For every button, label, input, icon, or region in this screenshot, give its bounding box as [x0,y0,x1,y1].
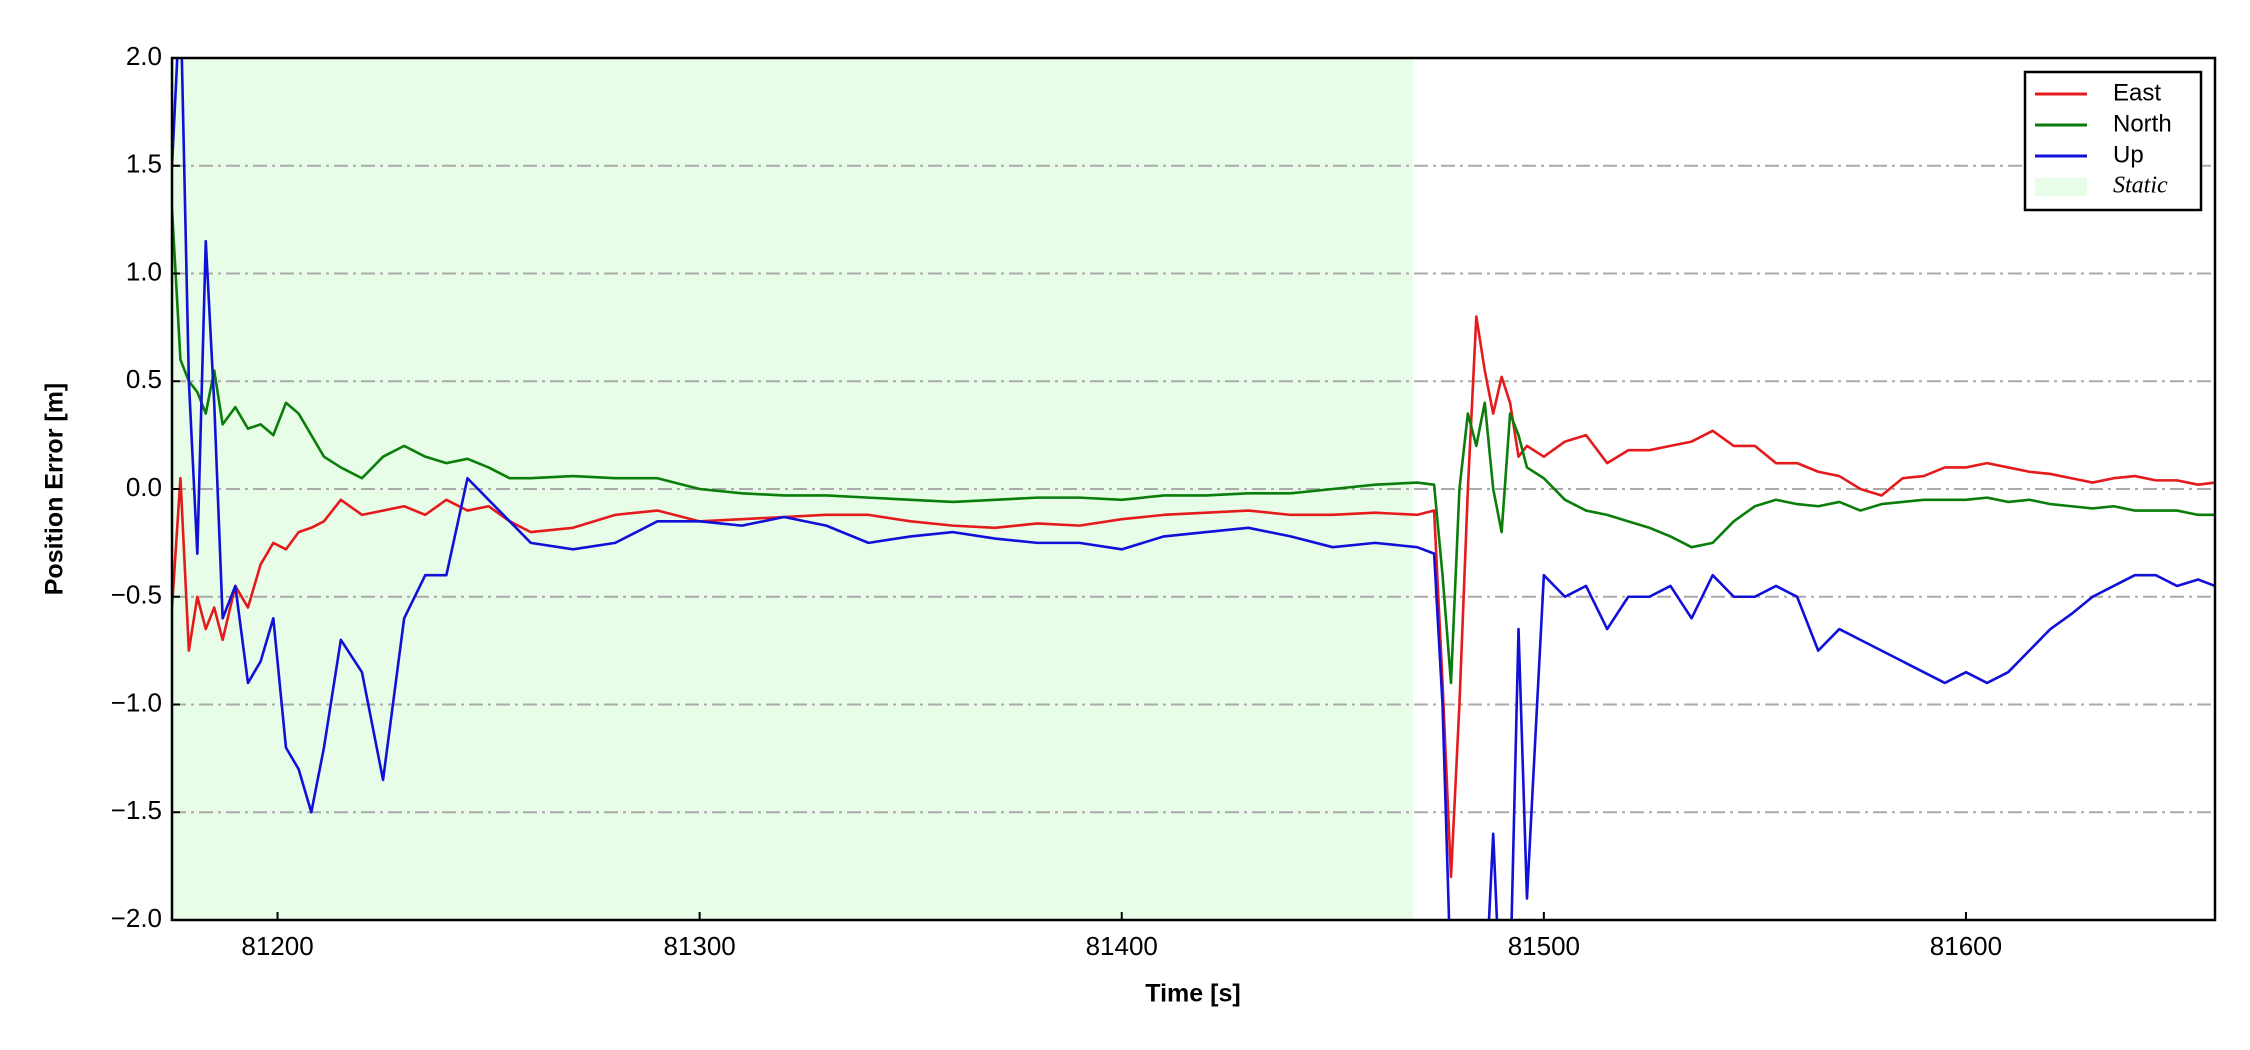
series-line [172,315,2215,879]
legend-label: East [2113,79,2161,106]
x-tick-label: 81500 [1508,931,1580,961]
y-tick-label: −1.0 [111,687,162,717]
x-axis-label: Time [s] [1145,980,1240,1008]
x-tick-label: 81200 [241,931,313,961]
x-tick-label: 81600 [1930,931,2002,961]
x-tick-label: 81400 [1086,931,1158,961]
legend-label: Static [2113,173,2168,199]
plot-frame [170,56,2217,922]
y-axis-label: Position Error [m] [41,383,69,596]
axes: −2.0 −1.5 −1.0 −0.5 0.0 0.5 1.0 1.5 2.0 81200 8130… [111,41,2217,961]
y-tick-label: −0.5 [111,580,162,610]
x-tick-label: 81300 [663,931,735,961]
y-tick-label: 2.0 [126,41,162,71]
legend-swatch [2035,178,2087,196]
lines [172,58,2215,920]
series-line [172,58,2215,920]
legend: East North Up Static [2023,70,2203,212]
y-tick-label: −1.5 [111,795,162,825]
legend-label: Up [2113,141,2144,168]
y-tick-label: 0.5 [126,364,162,394]
y-tick-label: 0.0 [126,472,162,502]
y-tick-label: −2.0 [111,903,162,933]
y-tick-label: 1.0 [126,256,162,286]
legend-label: North [2113,110,2172,137]
y-tick-label: 1.5 [126,149,162,179]
series-line [172,208,2215,685]
